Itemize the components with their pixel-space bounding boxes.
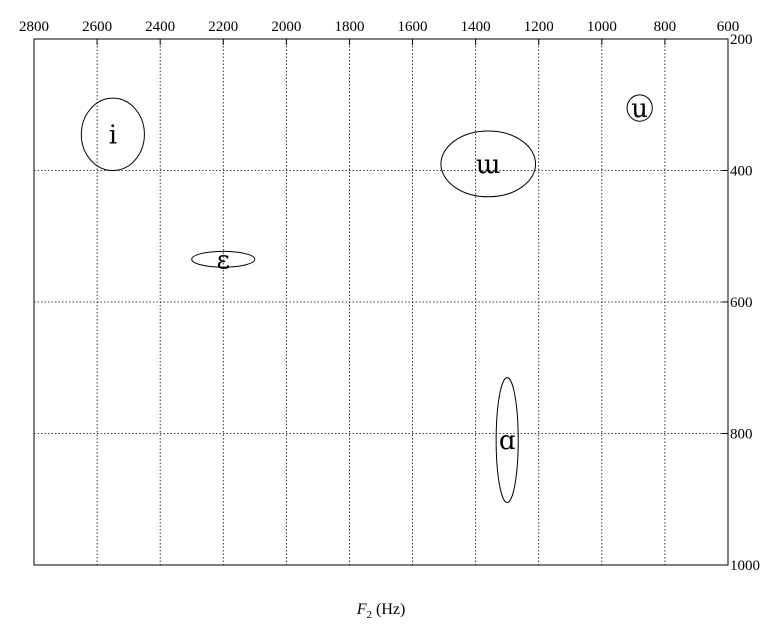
- x-tick-label: 1200: [524, 19, 554, 35]
- vowel-ellipse: [80, 97, 145, 171]
- x-tick-label: 600: [717, 19, 740, 35]
- x-axis-label: F2 (Hz): [356, 601, 406, 621]
- x-tick-label: 800: [654, 19, 677, 35]
- y-tick-label: 800: [730, 427, 753, 443]
- vowel-ellipse: [440, 130, 537, 198]
- x-tick-label: 1400: [461, 19, 491, 35]
- vowel-point: ɛ: [191, 245, 256, 275]
- x-axis-label-subscript: 2: [366, 609, 372, 621]
- x-tick-label: 2000: [271, 19, 301, 35]
- grid-lines: [34, 39, 728, 565]
- vowel-label: u: [631, 94, 648, 124]
- x-tick-label: 1000: [587, 19, 617, 35]
- y-tick-label: 400: [730, 164, 753, 180]
- vowel-ellipse: [191, 250, 256, 268]
- y-tick-label: 200: [730, 32, 753, 48]
- vowel-point: ɑ: [495, 377, 519, 504]
- x-tick-label: 2200: [208, 19, 238, 35]
- vowel-ellipse: [495, 377, 519, 504]
- vowel-label: i: [109, 120, 117, 150]
- x-tick-label: 1800: [334, 19, 364, 35]
- x-axis-ticks: 2800 2600 2400 2200 2000 1800 1600 1400 1200 1000…: [19, 19, 739, 45]
- vowel-ellipse: [626, 94, 653, 122]
- vowel-point: u: [626, 94, 653, 124]
- vowel-point: ɯ: [440, 130, 537, 198]
- y-axis-ticks: 200 400 600 800 1000: [722, 32, 760, 574]
- vowel-label: ɛ: [217, 245, 230, 275]
- vowel-label: ɯ: [476, 150, 501, 180]
- x-tick-label: 2400: [145, 19, 175, 35]
- vowel-point: i: [80, 97, 145, 171]
- x-tick-label: 2800: [19, 19, 49, 35]
- x-axis-label-unit: (Hz): [372, 601, 405, 618]
- y-tick-label: 1000: [730, 558, 760, 574]
- x-axis-label-main: F: [356, 601, 367, 618]
- y-tick-label: 600: [730, 295, 753, 311]
- x-tick-label: 2600: [82, 19, 112, 35]
- vowel-label: ɑ: [499, 426, 516, 456]
- vowel-points: i ɛ ɯ u ɑ: [80, 94, 653, 504]
- x-tick-label: 1600: [398, 19, 428, 35]
